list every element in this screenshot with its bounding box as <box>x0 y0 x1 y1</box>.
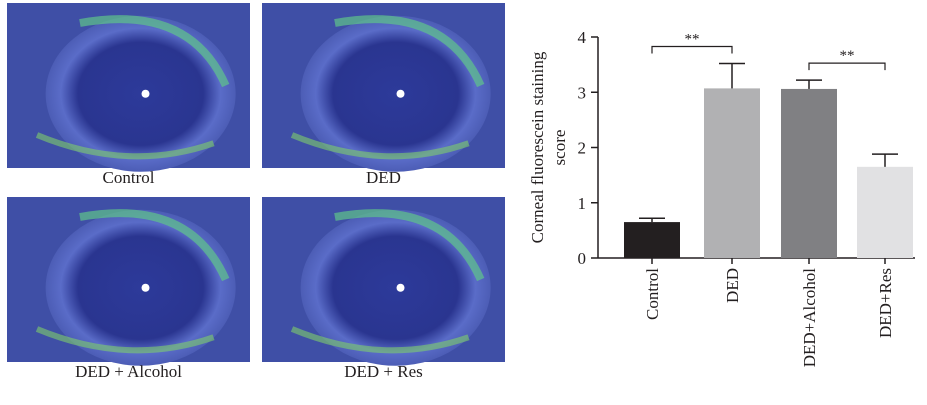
panel-label: DED + Res <box>344 362 423 381</box>
photo-reflex <box>142 284 150 292</box>
eye-photo <box>262 197 505 366</box>
significance-bracket <box>652 47 732 54</box>
y-tick-label: 4 <box>578 28 587 47</box>
photo-reflex <box>397 90 405 98</box>
x-tick-label: DED+Res <box>876 268 895 338</box>
x-tick-label: DED <box>723 268 742 303</box>
y-tick-label: 1 <box>578 194 587 213</box>
y-tick-label: 0 <box>578 249 587 268</box>
eye-photo <box>7 3 250 172</box>
x-tick-label: DED+Alcohol <box>800 268 819 368</box>
panel-label: DED <box>366 168 401 187</box>
figure: Control DED DED + Alcohol DED + Res 0 1 2 3 4 Co… <box>0 0 927 400</box>
y-axis-label: score <box>550 130 569 166</box>
y-tick-label: 3 <box>578 83 587 102</box>
y-tick-label: 2 <box>578 139 587 158</box>
photo-reflex <box>397 284 405 292</box>
bar <box>781 89 837 258</box>
bar <box>624 222 680 258</box>
bar <box>857 167 913 258</box>
y-axis-label: Corneal fluorescein staining <box>528 51 547 243</box>
x-tick-label: Control <box>643 268 662 320</box>
eye-photo <box>262 3 505 172</box>
eye-photo <box>7 197 250 366</box>
significance-label: ** <box>685 32 700 48</box>
significance-label: ** <box>840 48 855 64</box>
bar <box>704 88 760 258</box>
panel-label: DED + Alcohol <box>75 362 182 381</box>
significance-bracket <box>809 63 885 70</box>
panel-label: Control <box>103 168 155 187</box>
photo-reflex <box>142 90 150 98</box>
